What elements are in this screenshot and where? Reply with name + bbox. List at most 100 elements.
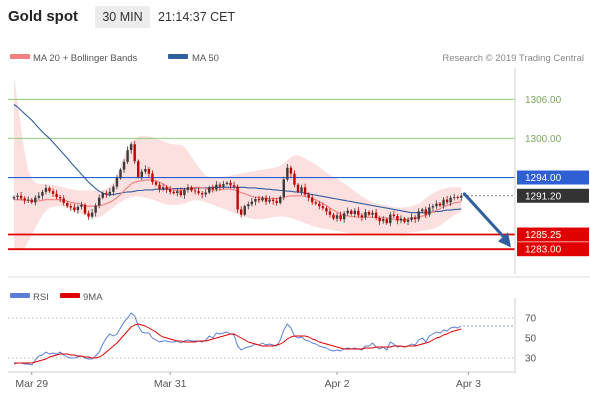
candle-body [318,203,321,207]
candle-body [12,197,16,199]
rsi-line [13,312,462,366]
candle-body [144,169,147,172]
candle-body [133,144,136,162]
candle-body [268,199,271,202]
candle-body [442,199,445,206]
time-tick-label: Mar 29 [15,378,48,390]
candle-body [229,182,232,186]
candle-body [169,189,172,192]
candle-body [119,169,122,179]
candle-body [222,184,225,187]
candle-body [122,161,126,170]
level-tag-1294.00 [517,170,589,185]
candle-body [296,184,300,192]
candle-body [321,206,325,209]
candle-body [58,197,62,199]
candle-body [165,187,168,190]
candle-body [261,197,264,201]
candle-body [271,199,275,201]
candle-body [37,195,41,198]
candle-body [456,197,459,198]
candle-body [303,187,307,195]
candle-body [332,214,335,219]
candle-body [374,212,378,218]
candle-body [254,199,257,202]
rsi-legend: RSI 9MA [10,292,103,303]
candle-body [115,178,119,187]
ma20-legend-swatch [10,54,30,59]
candle-body [23,198,26,201]
candle-body [378,217,381,222]
candle-body [19,195,23,199]
candle-body [357,210,360,216]
candle-body [101,193,104,198]
time-tick-label: Apr 3 [456,378,481,390]
rsi-ma-legend-label: 9MA [83,292,103,303]
candle-body [183,189,186,196]
candle-body [293,173,296,185]
candle-body [410,217,413,220]
chart-time: 21:14:37 CET [158,10,236,24]
candle-body [428,207,431,215]
candle-body [200,193,204,195]
candle-body [225,182,229,185]
level-label-1300.00: 1300.00 [525,134,562,145]
candle-body [367,212,371,215]
candle-body [328,211,332,215]
candle-body [211,187,214,190]
candle-body [389,214,392,224]
candle-body [247,204,250,207]
candle-body [66,202,69,207]
candle-body [403,218,406,222]
candle-body [396,215,399,221]
candle-body [282,179,285,198]
interval-selector[interactable]: 30 MIN [95,6,150,28]
candle-body [339,215,342,220]
candle-body [51,191,55,194]
candle-body [87,213,90,217]
candle-body [399,218,403,221]
candle-body [161,187,165,190]
candle-body [41,191,44,196]
level-label-1306.00: 1306.00 [525,95,562,106]
candle-body [435,203,438,207]
candle-body [360,215,364,218]
candle-body [80,204,83,207]
ma50-legend-swatch [168,54,188,59]
ma20-legend-label: MA 20 + Bollinger Bands [33,53,138,64]
candle-body [140,171,143,177]
rsi-tick-label: 30 [525,354,537,365]
candle-body [62,198,65,203]
time-tick-label: Mar 31 [154,378,187,390]
candle-body [69,206,72,208]
candle-body [44,187,48,192]
candle-body [176,191,179,194]
candle-body [257,199,261,201]
candle-body [350,210,353,215]
candle-body [382,219,385,222]
rsi-tick-label: 50 [525,334,537,345]
candle-body [76,206,80,211]
bollinger-band [14,76,462,251]
rsi-panel: 70 50 30 [8,298,537,374]
candle-body [392,214,396,216]
candle-body [385,219,388,224]
candle-body [218,184,222,187]
last-price-tag [517,188,589,203]
candle-body [55,193,58,198]
rsi-tick-label: 70 [525,314,537,325]
price-legend: MA 20 + Bollinger Bands MA 50 Research ©… [8,53,590,390]
candle-body [83,204,87,214]
candle-body [286,167,289,180]
rsi-ma-line [14,323,462,364]
candle-body [204,192,207,195]
candle-body [215,184,218,190]
candle-body [264,197,268,202]
time-axis: Mar 29 Mar 31 Apr 2 Apr 3 [8,371,515,390]
candle-body [16,195,19,198]
candle-body [30,199,33,203]
candle-body [94,205,97,213]
candle-body [154,182,158,185]
candle-body [421,209,424,212]
candle-body [98,197,101,206]
